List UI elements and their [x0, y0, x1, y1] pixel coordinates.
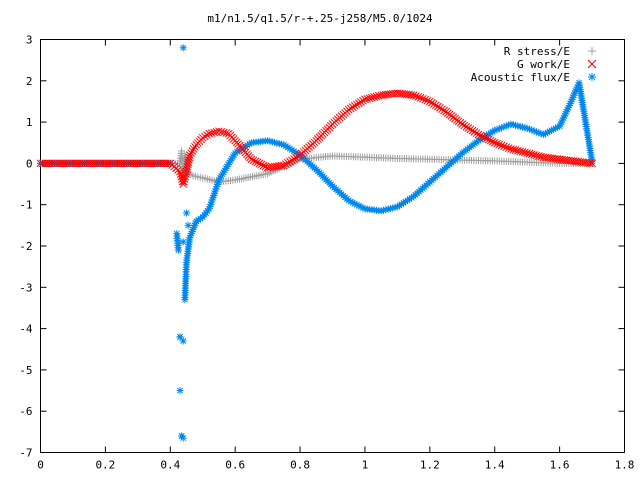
legend-label: G work/E: [517, 58, 570, 71]
data-point: [179, 44, 187, 52]
series-trace: [38, 89, 594, 186]
y-tick-label: -6: [19, 405, 32, 418]
x-tick-label: 0.6: [225, 459, 245, 472]
x-tick-label: 1.6: [550, 459, 570, 472]
chart-title: m1/n1.5/q1.5/r-+.25-j258/M5.0/1024: [207, 12, 433, 25]
data-point: [425, 97, 434, 106]
legend-label: R stress/E: [504, 45, 570, 58]
data-point: [183, 209, 190, 217]
plot-border: [40, 39, 625, 453]
series-g-work-e: [36, 89, 596, 188]
data-point: [474, 130, 483, 139]
y-tick-label: -3: [19, 281, 32, 294]
data-point: [176, 387, 184, 395]
x-tick-label: 1.8: [615, 459, 635, 472]
series-acoustic-flux-e: [37, 44, 596, 440]
y-tick-label: 0: [26, 157, 33, 170]
y-tick-label: 3: [26, 34, 33, 47]
y-tick-label: 2: [26, 75, 33, 88]
data-point: [523, 149, 532, 157]
y-tick-label: -2: [19, 240, 32, 253]
legend-marker: [588, 73, 596, 81]
legend-marker: [587, 59, 597, 69]
legend-label: Acoustic flux/E: [471, 71, 570, 84]
x-tick-label: 0.2: [95, 459, 115, 472]
y-tick-label: -1: [19, 199, 32, 212]
acoustic-flux-scatter-points: [176, 209, 192, 442]
data-point: [185, 151, 194, 159]
x-tick-label: 1.2: [420, 459, 440, 472]
y-tick-label: -7: [19, 447, 32, 460]
x-tick-label: 0.4: [160, 459, 180, 472]
x-tick-label: 1: [362, 459, 369, 472]
y-tick-label: -5: [19, 364, 32, 377]
data-point: [490, 138, 499, 147]
y-tick-label: 1: [26, 116, 33, 129]
x-tick-label: 0: [37, 459, 44, 472]
data-point: [179, 180, 188, 188]
data-point: [184, 221, 192, 229]
data-point: [507, 145, 515, 153]
legend-marker: [588, 47, 596, 55]
data-point: [205, 129, 214, 138]
data-point: [361, 95, 369, 104]
axes: 0 0.2 0.4 0.6 0.8 1 1.2 1.4 1.6 1.8 3 2 1 0 -1 -2 -3 -4 -5…: [19, 34, 634, 472]
data-point: [215, 127, 223, 136]
y-tick-label: -4: [19, 323, 33, 336]
data-marks: [36, 44, 596, 442]
data-point: [179, 434, 187, 442]
x-tick-label: 1.4: [485, 459, 505, 472]
data-point: [179, 238, 187, 246]
series-trace: [39, 81, 596, 301]
x-tick-label: 0.8: [290, 459, 310, 472]
data-point: [179, 337, 187, 345]
data-point: [176, 333, 184, 341]
